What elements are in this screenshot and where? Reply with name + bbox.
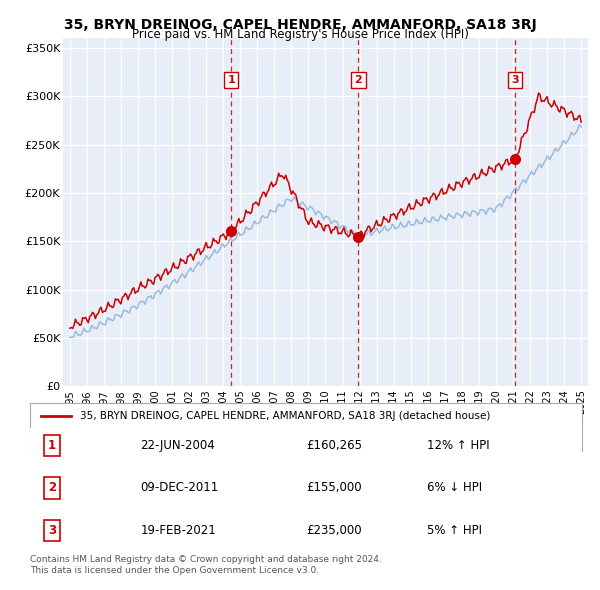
Text: Price paid vs. HM Land Registry's House Price Index (HPI): Price paid vs. HM Land Registry's House …: [131, 28, 469, 41]
Text: 2: 2: [48, 481, 56, 494]
Text: 12% ↑ HPI: 12% ↑ HPI: [427, 439, 490, 452]
Text: 6% ↓ HPI: 6% ↓ HPI: [427, 481, 482, 494]
Text: 3: 3: [511, 75, 519, 85]
Text: 1: 1: [227, 75, 235, 85]
Text: 22-JUN-2004: 22-JUN-2004: [140, 439, 215, 452]
Text: HPI: Average price, detached house, Carmarthenshire: HPI: Average price, detached house, Carm…: [80, 433, 361, 443]
Text: £160,265: £160,265: [306, 439, 362, 452]
Text: 3: 3: [48, 524, 56, 537]
Text: 2: 2: [355, 75, 362, 85]
Text: 5% ↑ HPI: 5% ↑ HPI: [427, 524, 482, 537]
Text: 19-FEB-2021: 19-FEB-2021: [140, 524, 216, 537]
Text: 09-DEC-2011: 09-DEC-2011: [140, 481, 218, 494]
Text: Contains HM Land Registry data © Crown copyright and database right 2024.
This d: Contains HM Land Registry data © Crown c…: [30, 555, 382, 575]
Text: 35, BRYN DREINOG, CAPEL HENDRE, AMMANFORD, SA18 3RJ (detached house): 35, BRYN DREINOG, CAPEL HENDRE, AMMANFOR…: [80, 411, 490, 421]
Text: 35, BRYN DREINOG, CAPEL HENDRE, AMMANFORD, SA18 3RJ: 35, BRYN DREINOG, CAPEL HENDRE, AMMANFOR…: [64, 18, 536, 32]
Text: £235,000: £235,000: [306, 524, 362, 537]
Text: 1: 1: [48, 439, 56, 452]
Text: £155,000: £155,000: [306, 481, 362, 494]
